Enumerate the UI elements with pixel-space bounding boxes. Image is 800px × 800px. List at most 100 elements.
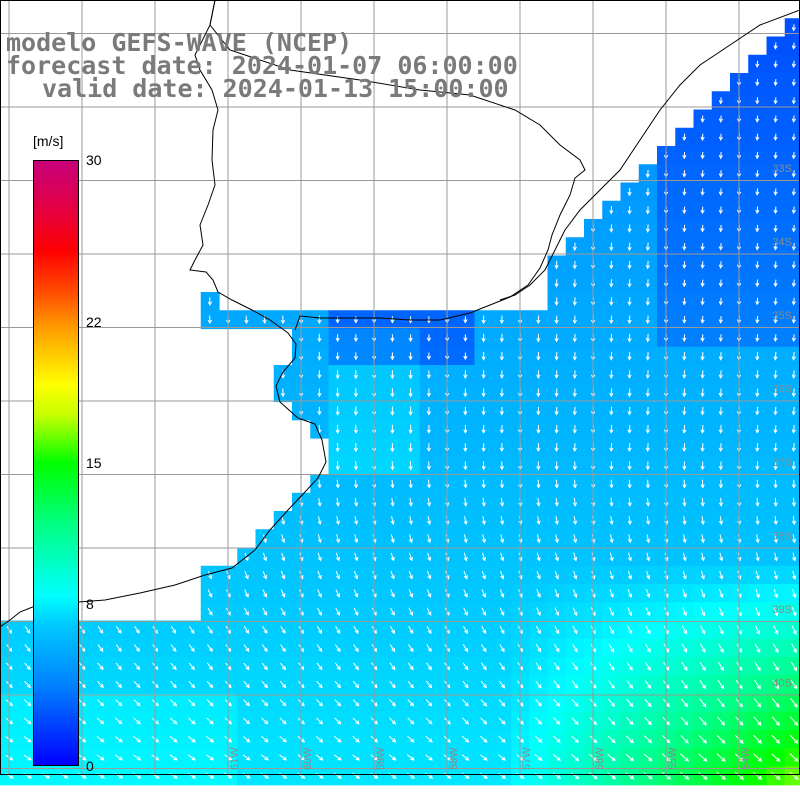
wind-arrow bbox=[115, 644, 122, 653]
wind-arrow bbox=[426, 406, 431, 416]
wind-arrow bbox=[773, 315, 778, 324]
wind-arrow bbox=[645, 643, 651, 653]
wind-arrow bbox=[609, 479, 614, 489]
wind-arrow bbox=[698, 734, 708, 744]
wind-arrow bbox=[789, 771, 799, 780]
wind-arrow bbox=[645, 424, 650, 434]
wind-arrow bbox=[755, 388, 760, 398]
wind-arrow bbox=[463, 534, 468, 544]
wind-arrow bbox=[188, 662, 195, 671]
wind-cell bbox=[784, 748, 800, 768]
longitude-label: 57W bbox=[521, 747, 533, 770]
wind-arrow bbox=[352, 717, 360, 725]
wind-arrow bbox=[682, 334, 687, 343]
wind-arrow bbox=[755, 552, 760, 562]
wind-cell bbox=[784, 401, 800, 421]
wind-arrow bbox=[755, 443, 760, 453]
wind-arrow bbox=[625, 735, 634, 744]
wind-arrow bbox=[718, 388, 723, 398]
wind-arrow bbox=[646, 570, 651, 580]
wind-arrow bbox=[607, 772, 617, 780]
wind-arrow bbox=[499, 644, 505, 653]
wind-arrow bbox=[536, 479, 541, 489]
wind-arrow bbox=[408, 370, 413, 380]
wind-arrow bbox=[755, 297, 760, 306]
wind-arrow bbox=[133, 736, 142, 743]
wind-arrow bbox=[773, 224, 778, 233]
wind-arrow bbox=[682, 570, 687, 580]
wind-arrow bbox=[773, 461, 778, 471]
wind-arrow bbox=[645, 461, 650, 471]
wind-arrow bbox=[755, 570, 760, 580]
wind-speed-field bbox=[0, 18, 800, 786]
wind-arrow bbox=[24, 644, 31, 652]
wind-arrow bbox=[535, 625, 541, 635]
wind-arrow bbox=[280, 644, 286, 653]
wind-arrow bbox=[627, 424, 632, 434]
wind-arrow bbox=[682, 206, 687, 215]
wind-arrow bbox=[353, 424, 359, 435]
wind-arrow bbox=[646, 534, 651, 544]
wind-arrow bbox=[96, 736, 105, 743]
wind-arrow bbox=[425, 680, 433, 689]
wind-arrow bbox=[317, 388, 322, 398]
wind-arrow bbox=[407, 735, 415, 743]
wind-arrow bbox=[643, 735, 653, 744]
wind-arrow bbox=[627, 352, 632, 361]
wind-arrow bbox=[243, 662, 250, 671]
wind-arrow bbox=[791, 315, 796, 324]
wind-arrow bbox=[425, 754, 433, 761]
wind-arrow bbox=[573, 534, 578, 544]
wind-arrow bbox=[481, 552, 486, 562]
wind-arrow bbox=[719, 570, 724, 580]
wind-arrow bbox=[644, 662, 651, 671]
wind-arrow bbox=[681, 625, 687, 635]
wind-arrow bbox=[682, 370, 687, 379]
wind-arrow bbox=[646, 552, 651, 562]
wind-arrow bbox=[170, 699, 178, 707]
wind-arrow bbox=[261, 662, 268, 671]
wind-arrow bbox=[499, 388, 504, 398]
wind-arrow bbox=[280, 315, 286, 325]
wind-arrow bbox=[463, 552, 468, 562]
wind-arrow bbox=[480, 699, 488, 707]
wind-arrow bbox=[573, 570, 578, 580]
wind-arrow bbox=[316, 680, 323, 689]
wind-arrow bbox=[627, 260, 632, 270]
wind-arrow bbox=[463, 370, 468, 379]
wind-arrow bbox=[481, 570, 486, 580]
wind-arrow bbox=[554, 370, 559, 379]
wind-arrow bbox=[262, 552, 267, 562]
wind-arrow bbox=[773, 334, 778, 343]
wind-arrow bbox=[772, 661, 779, 672]
wind-arrow bbox=[572, 297, 577, 306]
wind-arrow bbox=[773, 151, 778, 160]
wind-arrow bbox=[188, 625, 195, 634]
wind-arrow bbox=[572, 461, 578, 471]
coastline-brazil bbox=[499, 9, 800, 301]
wind-arrow bbox=[718, 170, 723, 178]
wind-arrow bbox=[480, 754, 488, 761]
wind-arrow bbox=[499, 662, 505, 671]
wind-cell bbox=[784, 419, 800, 439]
wind-arrow bbox=[390, 316, 395, 324]
wind-arrow bbox=[500, 570, 505, 580]
wind-arrow bbox=[755, 188, 760, 196]
wind-arrow bbox=[461, 772, 470, 779]
wind-arrow bbox=[554, 589, 560, 598]
wind-arrow bbox=[627, 388, 632, 398]
wind-arrow bbox=[97, 644, 104, 653]
wind-arrow bbox=[755, 497, 760, 507]
wind-arrow bbox=[96, 717, 105, 725]
wind-arrow bbox=[279, 699, 287, 707]
wind-arrow bbox=[207, 297, 213, 306]
wind-arrow bbox=[170, 644, 177, 653]
wind-arrow bbox=[718, 516, 724, 526]
wind-arrow bbox=[682, 170, 687, 178]
coastline-uruguay bbox=[209, 0, 586, 331]
wind-arrow bbox=[792, 588, 797, 599]
wind-arrow bbox=[115, 625, 122, 634]
wind-arrow bbox=[499, 352, 504, 361]
wind-arrow bbox=[682, 388, 687, 398]
wind-arrow bbox=[24, 662, 31, 671]
